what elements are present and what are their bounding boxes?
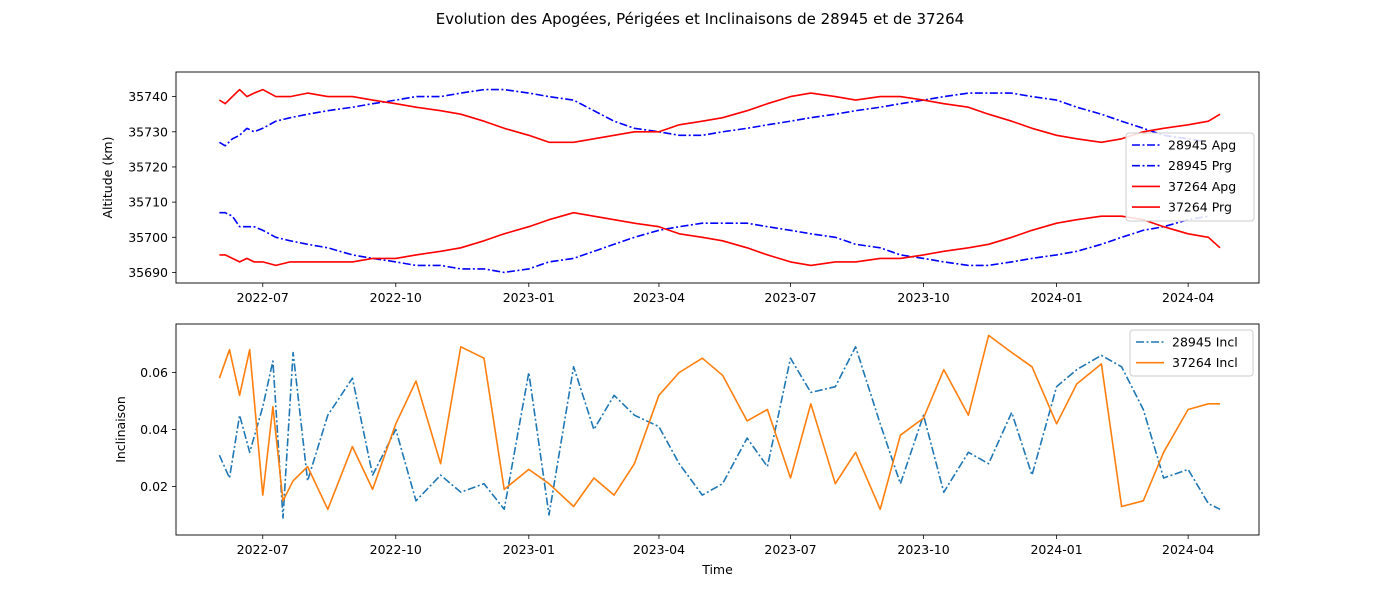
y-axis-label: Inclinaison: [113, 396, 128, 463]
y-axis-label: Altitude (km): [100, 137, 115, 219]
legend-label-28945-apg: 28945 Apg: [1168, 138, 1236, 153]
legend-label-37264-incl: 37264 Incl: [1172, 355, 1238, 370]
figure-title: Evolution des Apogées, Périgées et Incli…: [436, 10, 964, 28]
x-tick-label: 2022-10: [370, 542, 422, 557]
legend-box: [1125, 132, 1255, 222]
x-tick-label: 2023-01: [503, 542, 555, 557]
x-tick-label: 2024-04: [1162, 290, 1214, 305]
x-tick-label: 2022-07: [237, 290, 289, 305]
x-tick-label: 2022-07: [237, 542, 289, 557]
series-line-28945-apg: [218, 88, 1209, 147]
series-group: [218, 334, 1221, 519]
x-tick-label: 2023-04: [633, 542, 685, 557]
y-tick-label: 35740: [128, 89, 168, 104]
x-axis-label: Time: [701, 562, 733, 577]
legend-label-37264-apg: 37264 Apg: [1168, 179, 1236, 194]
y-tick-label: 0.02: [140, 479, 168, 494]
legend-label-28945-incl: 28945 Incl: [1172, 335, 1238, 350]
x-tick-label: 2023-07: [764, 542, 816, 557]
x-tick-label: 2023-07: [764, 290, 816, 305]
x-tick-label: 2022-10: [370, 290, 422, 305]
y-tick-label: 35700: [128, 230, 168, 245]
y-tick-label: 35720: [128, 159, 168, 174]
plot-area: [176, 324, 1259, 535]
series-line-28945-prg: [219, 211, 1209, 274]
y-tick-label: 35710: [128, 195, 168, 210]
x-tick-label: 2023-10: [897, 542, 949, 557]
legend-box: [1129, 329, 1254, 377]
series-line-37264-incl: [218, 334, 1220, 511]
x-tick-label: 2024-01: [1030, 542, 1082, 557]
x-tick-label: 2023-04: [633, 290, 685, 305]
series-line-28945-incl: [218, 346, 1221, 519]
legend-label-28945-prg: 28945 Prg: [1168, 158, 1232, 173]
legend: 28945 Incl 37264 Incl: [1129, 329, 1254, 377]
series-group: [218, 88, 1221, 274]
x-tick-label: 2024-04: [1162, 542, 1214, 557]
series-line-37264-prg: [219, 211, 1221, 267]
inclination-chart: 0.02 0.04 0.06 2022-07 2022-10 2023-01 2023-04…: [113, 323, 1260, 577]
x-tick-label: 2023-10: [897, 290, 949, 305]
legend-label-37264-prg: 37264 Prg: [1168, 200, 1232, 215]
legend: 28945 Apg 28945 Prg 37264 Apg 37264 Prg: [1125, 132, 1255, 222]
y-tick-label: 35730: [128, 124, 168, 139]
x-tick-label: 2024-01: [1030, 290, 1082, 305]
y-tick-label: 35690: [128, 265, 168, 280]
plot-area: [176, 72, 1259, 283]
altitude-chart: 35690 35700 35710 35720 35730 35740 2022-07 202…: [100, 71, 1260, 305]
plot-frame: [175, 323, 1260, 536]
y-tick-label: 0.04: [140, 422, 168, 437]
plot-frame: [175, 71, 1260, 284]
series-line-37264-apg: [218, 88, 1221, 144]
x-tick-label: 2023-01: [503, 290, 555, 305]
y-tick-label: 0.06: [140, 365, 168, 380]
